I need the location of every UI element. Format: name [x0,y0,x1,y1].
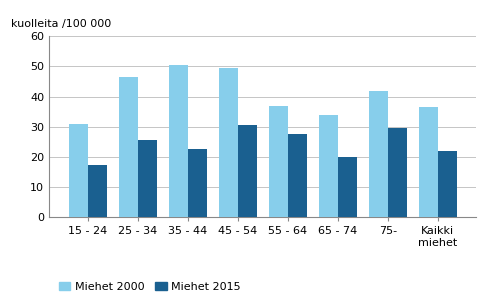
Bar [319,115,338,217]
Bar [137,140,157,217]
Bar [87,165,107,217]
Bar [118,77,137,217]
Text: kuolleita /100 000: kuolleita /100 000 [11,19,111,29]
Bar [269,106,288,217]
Bar [419,107,438,217]
Bar [69,124,87,217]
Bar [188,149,207,217]
Legend: Miehet 2000, Miehet 2015: Miehet 2000, Miehet 2015 [55,277,245,296]
Bar [238,125,257,217]
Bar [369,91,388,217]
Bar [288,134,307,217]
Bar [218,68,238,217]
Bar [338,157,357,217]
Bar [388,128,407,217]
Bar [438,151,457,217]
Bar [168,65,188,217]
